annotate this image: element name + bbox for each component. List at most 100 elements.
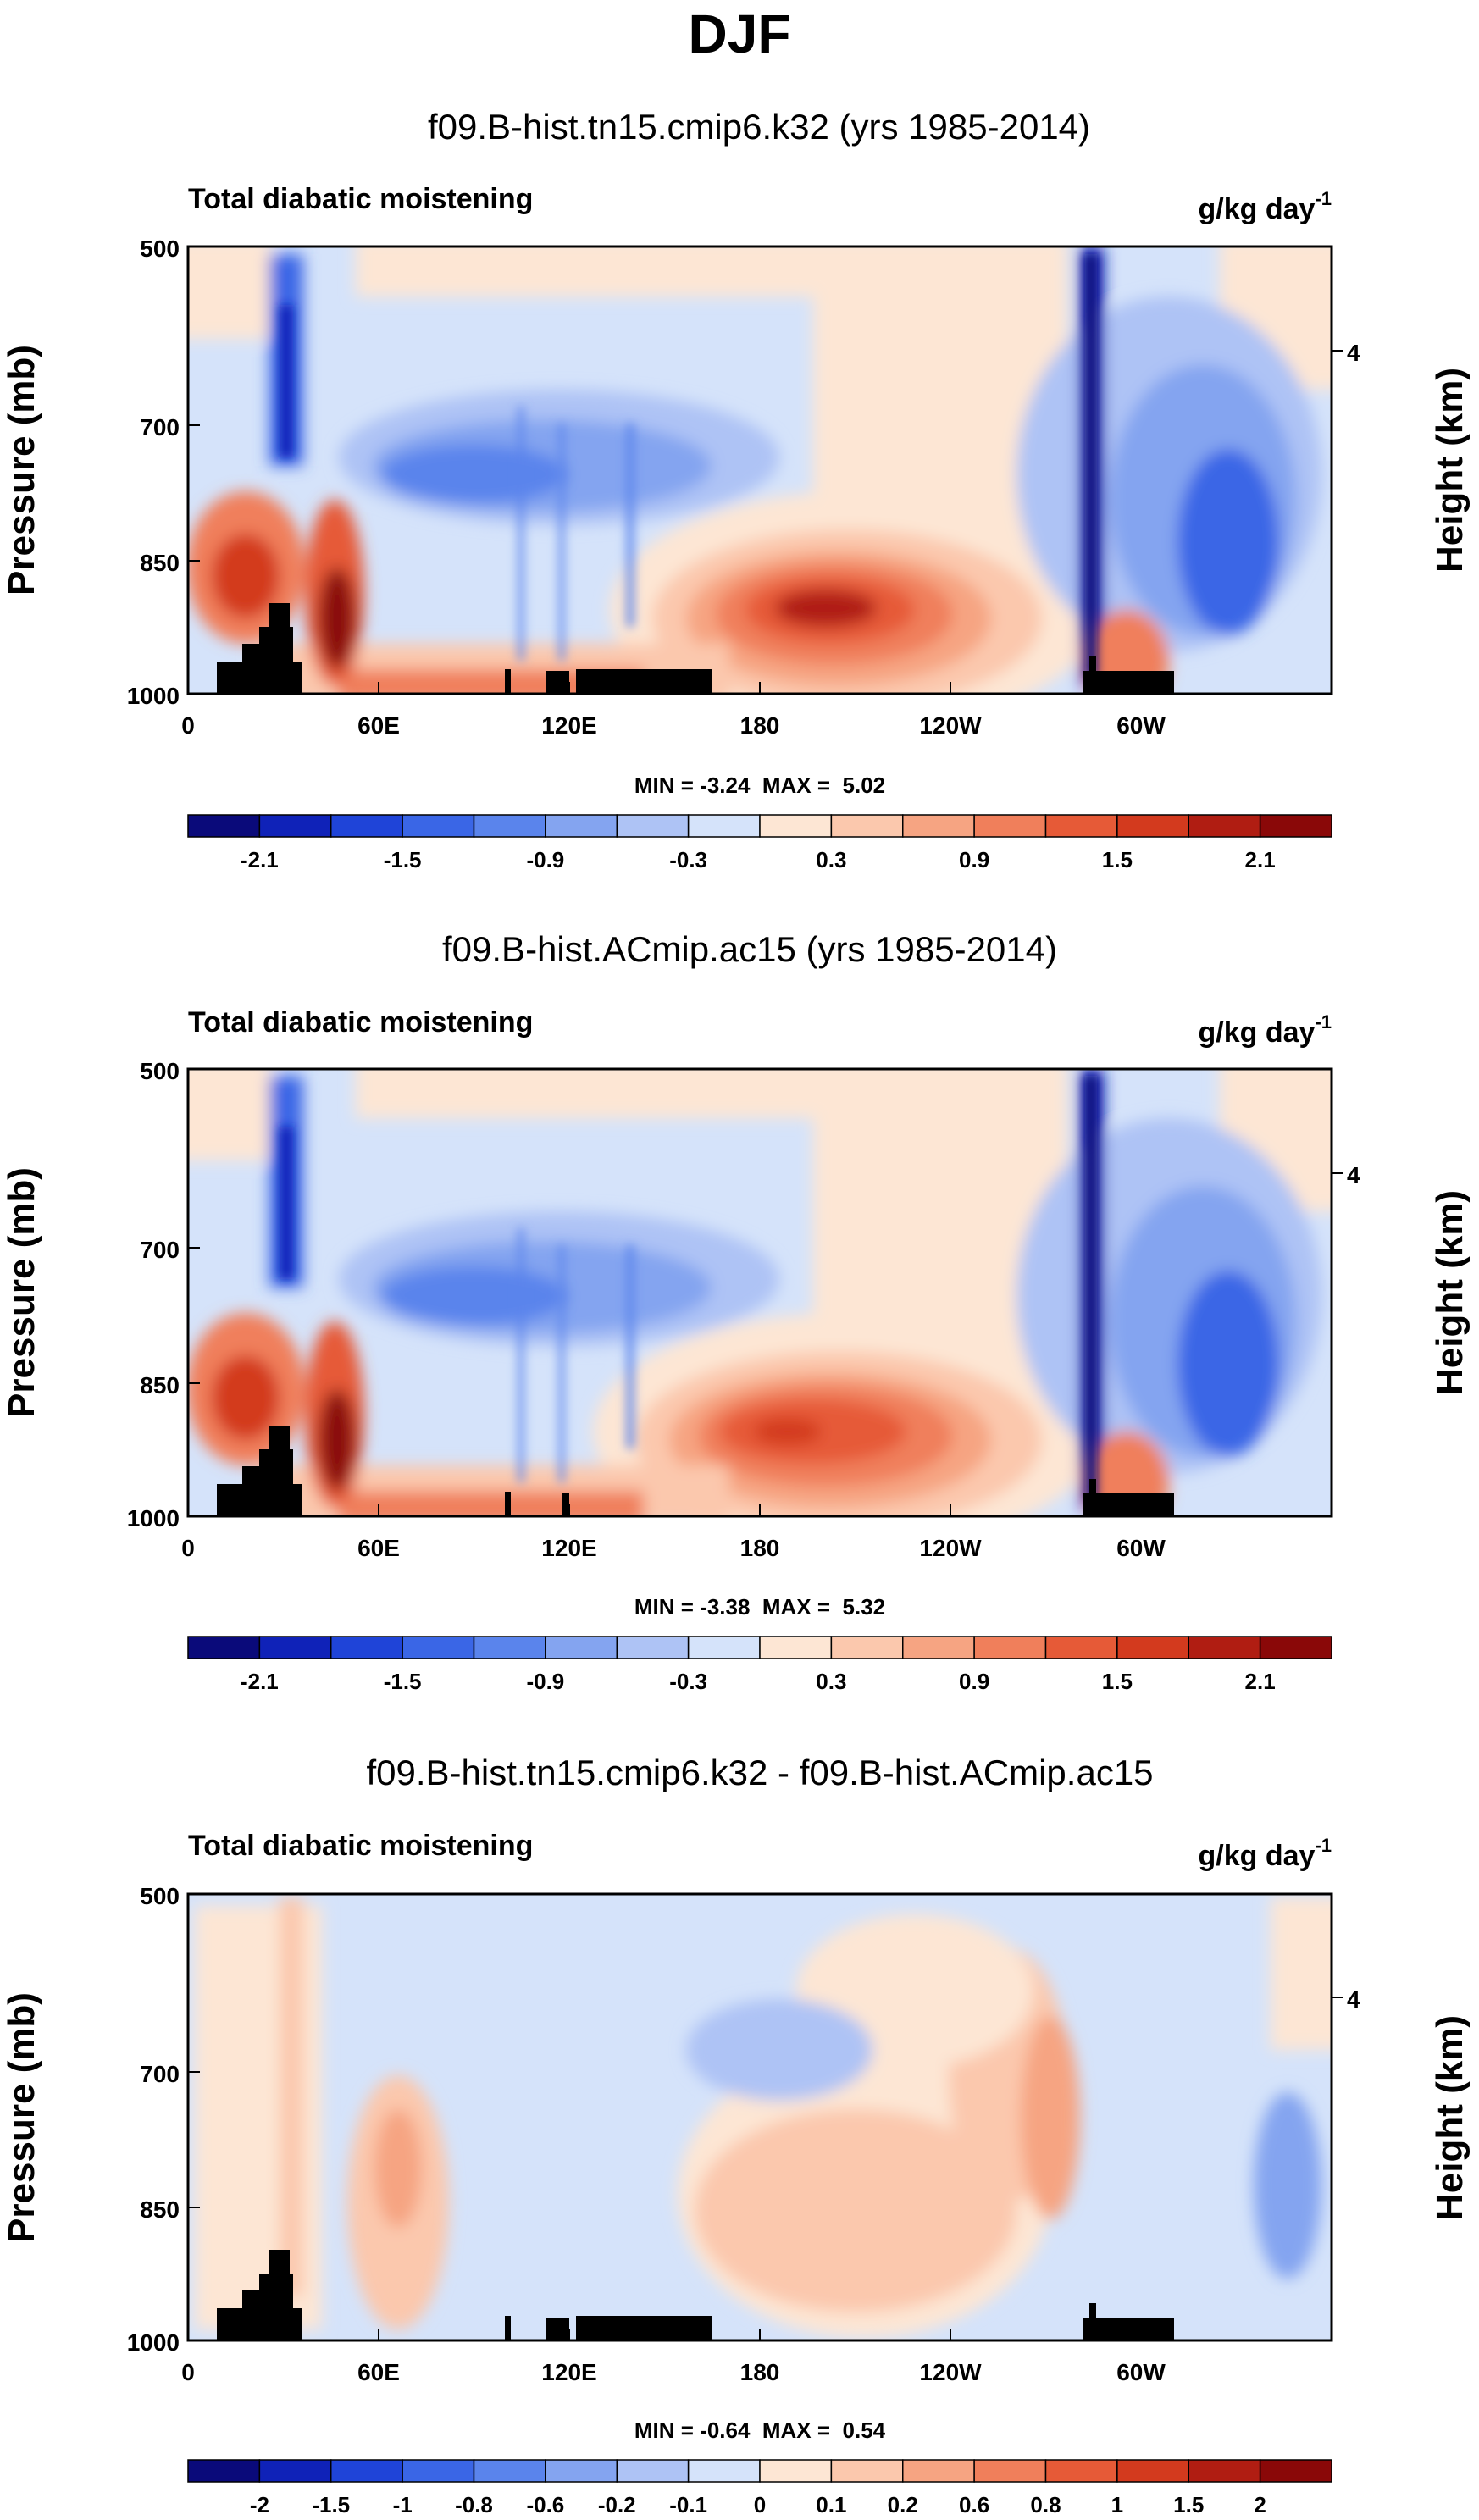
colorbar-1-box-13 [1116,814,1190,838]
colorbar-3-label-5: -0.2 [598,2492,636,2517]
p2-topo-andes-hi [1089,1479,1096,1496]
p1-spike-2 [559,424,564,661]
panel-2-colorbar: -2.1 -1.5 -0.9 -0.3 0.3 0.9 1.5 2.1 [187,1636,1332,1694]
p2-warm-indian-core [319,1389,356,1491]
p1-warm-top-mid [356,246,864,296]
panel-3-ytick-label-500: 500 [140,1883,180,1909]
p2-warm-africa-core [212,1355,280,1440]
p2-blue-band-inner [381,1266,568,1326]
colorbar-3-label-4: -0.6 [526,2492,564,2517]
colorbar-2-label-6: 1.5 [1102,1669,1133,1694]
colorbar-1-box-5 [545,814,618,838]
p1-warm-africa-core [212,534,280,618]
panel-1-sharp [280,254,1097,678]
panel-3-xtick-label-120e: 120E [541,2359,596,2385]
colorbar-2-label-5: 0.9 [959,1669,989,1694]
colorbar-3-box-12 [1044,2459,1118,2483]
p2-jet-a [280,1127,293,1279]
panel-3-xtick-label-60w: 60W [1116,2359,1166,2385]
colorbar-3-box-0 [187,2459,261,2483]
panel-2-units-sup: -1 [1315,1011,1332,1033]
p1-blue-atl-2 [1177,449,1279,635]
colorbar-3-box-3 [402,2459,475,2483]
p1-warm-top-left [188,246,271,339]
colorbar-3-label-2: -1 [393,2492,413,2517]
panel-3-ytick-label-850: 850 [140,2196,180,2223]
colorbar-2-box-3 [402,1636,475,1659]
p2-warm-top-mid [356,1069,864,1118]
colorbar-3-box-6 [616,2459,690,2483]
colorbar-2-label-3: -0.3 [669,1669,707,1694]
colorbar-2-box-8 [759,1636,833,1659]
p1-spike-3 [627,424,634,627]
colorbar-3-box-9 [830,2459,904,2483]
colorbar-3-label-3: -0.8 [455,2492,493,2517]
panel-3-units-sup: -1 [1315,1835,1332,1856]
colorbar-3-box-15 [1259,2459,1332,2483]
colorbar-2-box-6 [616,1636,690,1659]
colorbar-2-box-9 [830,1636,904,1659]
panel-2-ytick-right-label: 4 [1347,1162,1360,1188]
p1-topo-indo-1 [505,669,511,694]
colorbar-2-box-7 [687,1636,761,1659]
panel-1-xtick-label-60e: 60E [357,712,400,739]
colorbar-3-box-13 [1116,2459,1190,2483]
p3-blue-pocket [686,1999,872,2101]
panel-1-ytick-label-850: 850 [140,550,180,576]
colorbar-3-label-6: -0.1 [669,2492,707,2517]
panel-1-stats: MIN = -3.24 MAX = 5.02 [634,773,885,798]
colorbar-1-box-14 [1188,814,1261,838]
panel-2-y-ticks [187,1068,1343,1516]
p2-warm-surface-2 [339,1491,644,1516]
p1-topo-ngu [576,669,712,694]
panel-2-ylabel: Pressure (mb) [1,1167,42,1418]
panel-2-sharp [280,1076,1097,1499]
panel-3-xtick-label-120w: 120W [919,2359,982,2385]
panel-2-units-base: g/kg day [1199,1016,1316,1049]
colorbar-3-label-10: 0.6 [959,2492,989,2517]
colorbar-1-box-10 [902,814,975,838]
panel-1-xtick-label-60w: 60W [1116,712,1166,739]
colorbar-2-box-2 [330,1636,403,1659]
panel-1-units-base: g/kg day [1199,193,1316,225]
p1-topo-andes [1083,671,1174,694]
colorbar-3-label-9: 0.2 [888,2492,918,2517]
colorbar-3-label-12: 1 [1111,2492,1123,2517]
colorbar-1-box-7 [687,814,761,838]
colorbar-1-label-0: -2.1 [241,847,279,872]
p2-topo-africa-step [242,1466,268,1516]
colorbar-1-box-8 [759,814,833,838]
panel-2-title: f09.B-hist.ACmip.ac15 (yrs 1985-2014) [442,929,1057,969]
colorbar-2-box-10 [902,1636,975,1659]
colorbar-2-box-11 [973,1636,1047,1659]
colorbar-1-label-1: -1.5 [384,847,422,872]
panel-3-units-base: g/kg day [1199,1840,1316,1872]
colorbar-3-box-4 [473,2459,546,2483]
colorbar-1-box-4 [473,814,546,838]
panel-1-left-label: Total diabatic moistening [188,183,533,215]
p3-warm-central-3 [1021,2016,1080,2219]
colorbar-3-label-13: 1.5 [1173,2492,1204,2517]
panel-3-colorbar: -2 -1.5 -1 -0.8 -0.6 -0.2 -0.1 0 0.1 0.2 0.6 0.8 1 1.… [187,2459,1332,2517]
colorbar-3-box-5 [545,2459,618,2483]
colorbar-1-label-2: -0.9 [526,847,564,872]
panel-3-xtick-label-0: 0 [181,2359,195,2385]
panel-1-xtick-label-120w: 120W [919,712,982,739]
colorbar-3-label-11: 0.8 [1030,2492,1061,2517]
p3-topo-africa-step [242,2290,268,2340]
panel-2-xtick-label-60w: 60W [1116,1535,1166,1561]
colorbar-3-label-1: -1.5 [312,2492,350,2517]
colorbar-3-box-11 [973,2459,1047,2483]
panel-1-units-sup: -1 [1315,188,1332,209]
p3-topo-ngu [576,2316,712,2340]
colorbar-3-label-7: 0 [754,2492,766,2517]
panel-3-xtick-label-60e: 60E [357,2359,400,2385]
p3-topo-indo-1 [505,2316,511,2340]
colorbar-2-label-0: -2.1 [241,1669,279,1694]
panel-1-ytick-label-500: 500 [140,235,180,262]
p2-blue-atl-2 [1177,1271,1279,1457]
p2-spike-1 [518,1228,523,1482]
panel-3-stats: MIN = -0.64 MAX = 0.54 [634,2418,886,2443]
panel-2-stats: MIN = -3.38 MAX = 5.32 [634,1594,885,1620]
